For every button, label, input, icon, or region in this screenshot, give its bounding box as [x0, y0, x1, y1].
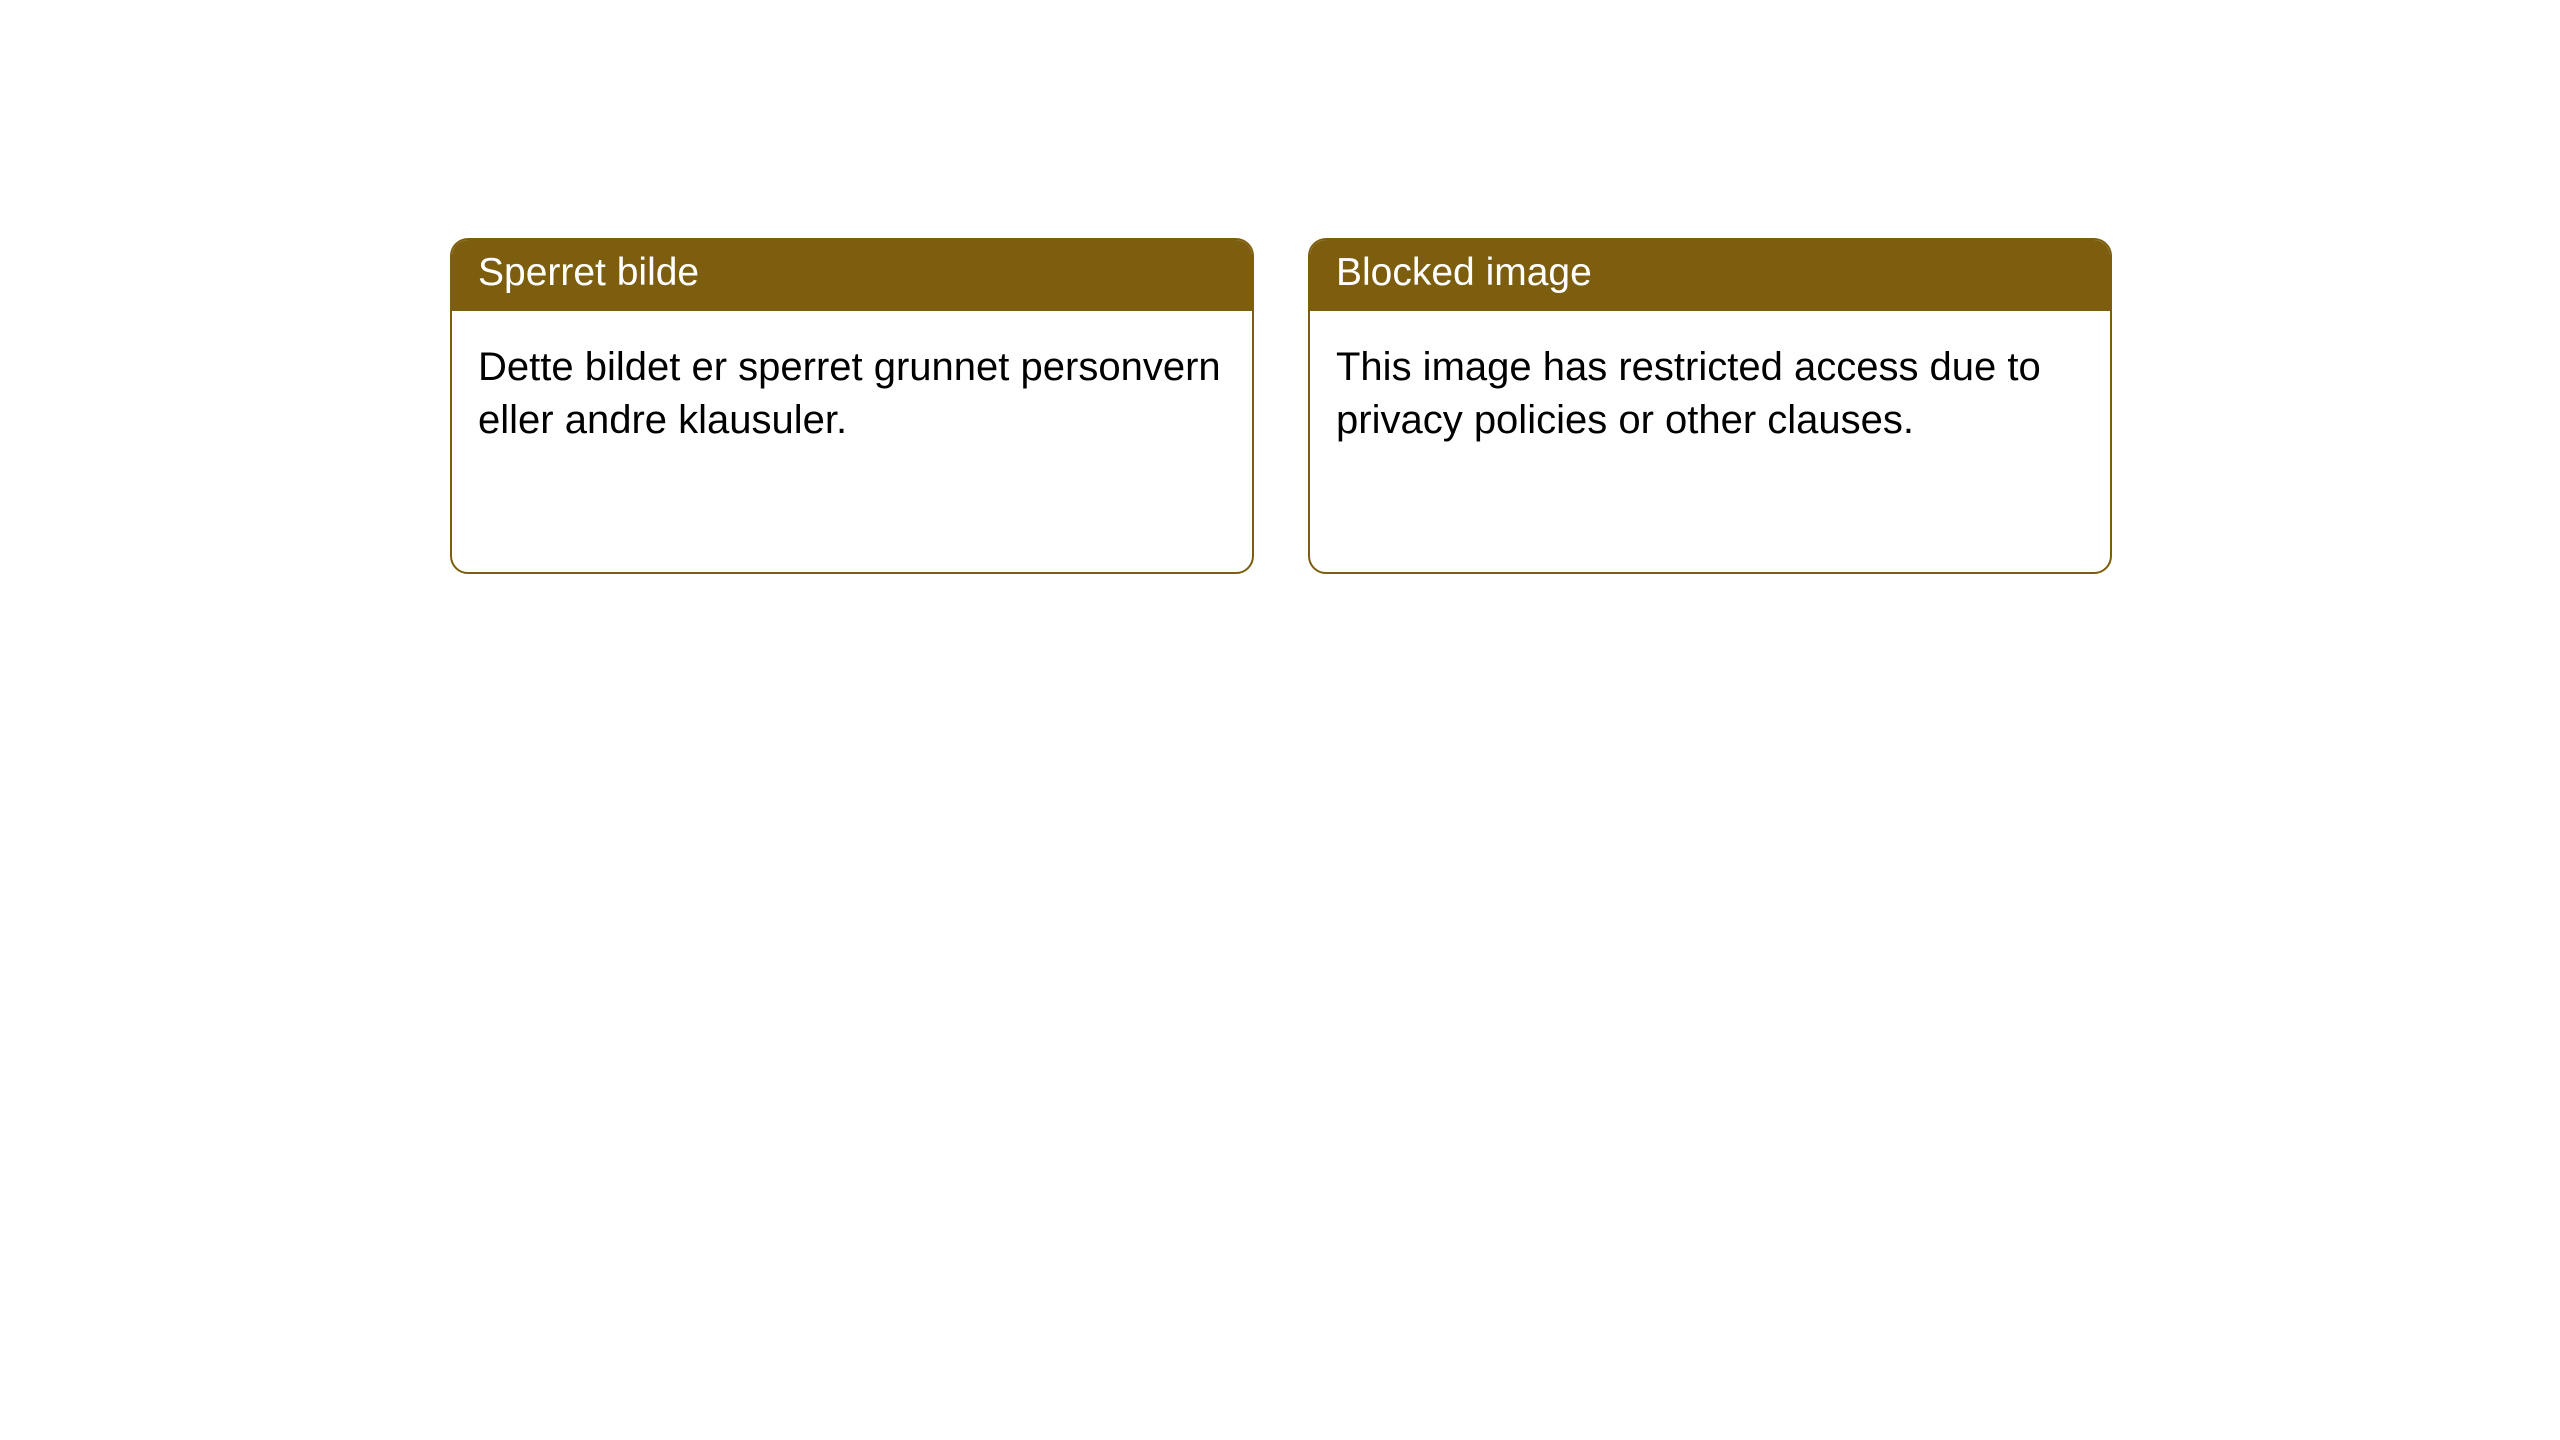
card-body: This image has restricted access due to …	[1310, 311, 2110, 477]
blocked-image-card-en: Blocked image This image has restricted …	[1308, 238, 2112, 574]
blocked-image-card-no: Sperret bilde Dette bildet er sperret gr…	[450, 238, 1254, 574]
card-header: Blocked image	[1310, 240, 2110, 311]
card-header: Sperret bilde	[452, 240, 1252, 311]
card-body: Dette bildet er sperret grunnet personve…	[452, 311, 1252, 477]
cards-container: Sperret bilde Dette bildet er sperret gr…	[0, 0, 2560, 574]
